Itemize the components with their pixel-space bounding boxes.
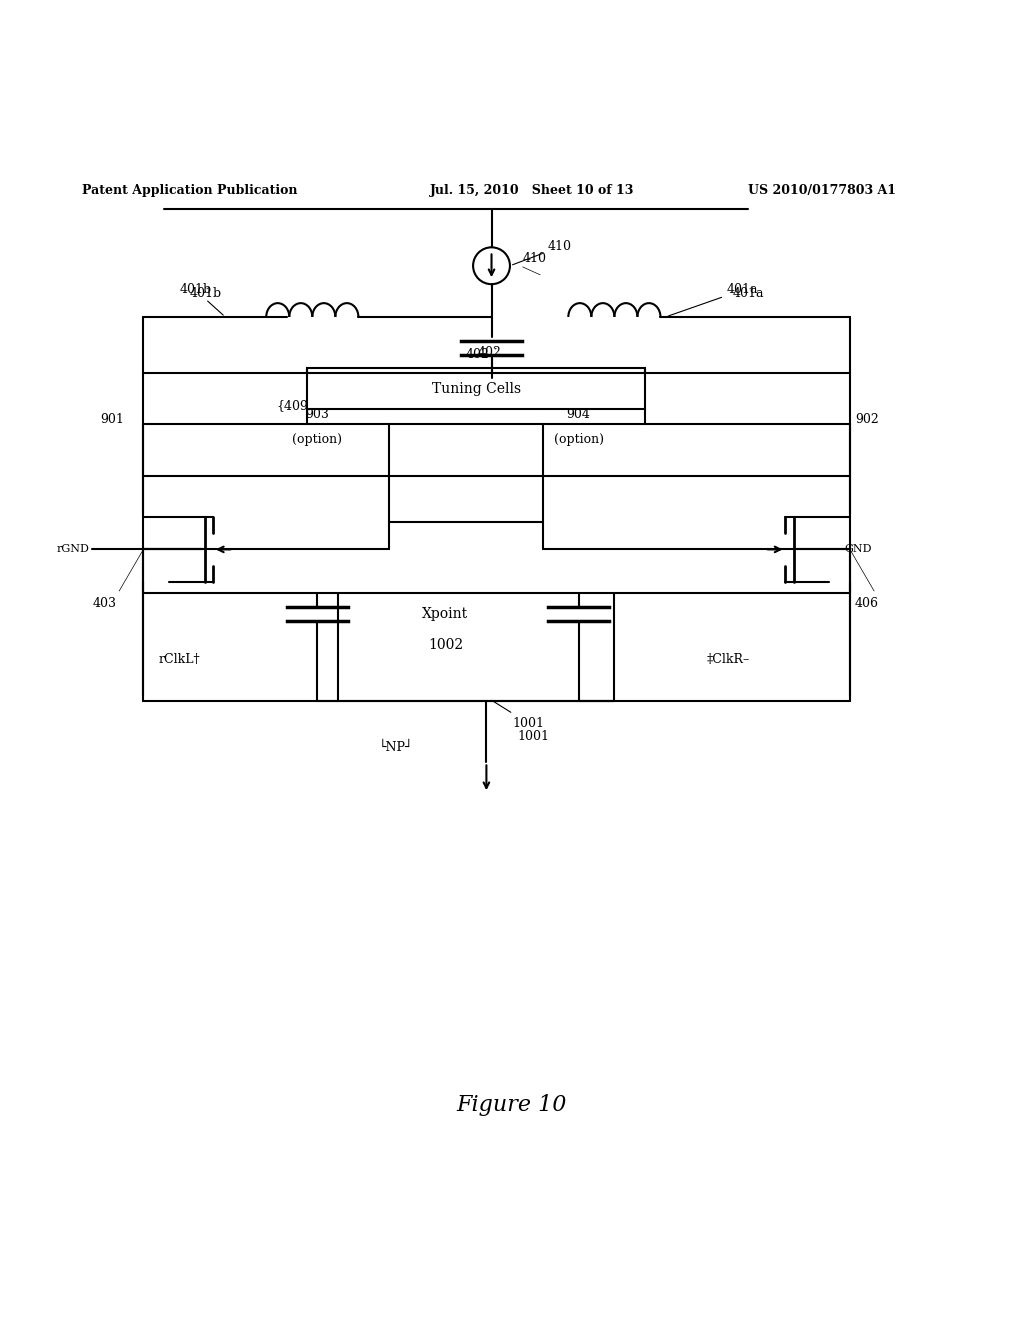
Text: GND: GND: [845, 544, 872, 554]
Text: 1001: 1001: [517, 730, 549, 743]
Text: 401a: 401a: [669, 284, 759, 315]
Text: Patent Application Publication: Patent Application Publication: [82, 183, 297, 197]
Text: 402: 402: [478, 346, 502, 359]
Text: 402: 402: [466, 348, 496, 360]
Text: 401b: 401b: [189, 286, 221, 300]
Text: {409: {409: [276, 400, 308, 413]
Text: └NP┘: └NP┘: [379, 741, 414, 754]
Text: Xpoint: Xpoint: [422, 607, 469, 620]
Text: 410: 410: [522, 252, 546, 265]
Text: 1002: 1002: [428, 638, 463, 652]
Text: 903: 903: [305, 408, 330, 421]
Text: Tuning Cells: Tuning Cells: [431, 381, 521, 396]
Text: 401b: 401b: [179, 284, 223, 315]
Text: 401a: 401a: [732, 286, 764, 300]
Text: Jul. 15, 2010   Sheet 10 of 13: Jul. 15, 2010 Sheet 10 of 13: [430, 183, 635, 197]
Text: 406: 406: [855, 597, 879, 610]
Text: Figure 10: Figure 10: [457, 1094, 567, 1117]
Text: ‡ClkR–: ‡ClkR–: [707, 653, 750, 667]
Text: 902: 902: [855, 413, 879, 426]
Text: rGND: rGND: [56, 544, 89, 554]
Text: 901: 901: [100, 413, 124, 426]
Text: (option): (option): [554, 433, 603, 446]
Text: 403: 403: [92, 597, 116, 610]
Text: rClkL†: rClkL†: [159, 653, 201, 667]
Text: 410: 410: [513, 240, 571, 265]
Text: 904: 904: [566, 408, 591, 421]
Text: (option): (option): [293, 433, 342, 446]
Text: 1001: 1001: [492, 701, 544, 730]
Bar: [307, 368, 645, 409]
Text: US 2010/0177803 A1: US 2010/0177803 A1: [748, 183, 896, 197]
